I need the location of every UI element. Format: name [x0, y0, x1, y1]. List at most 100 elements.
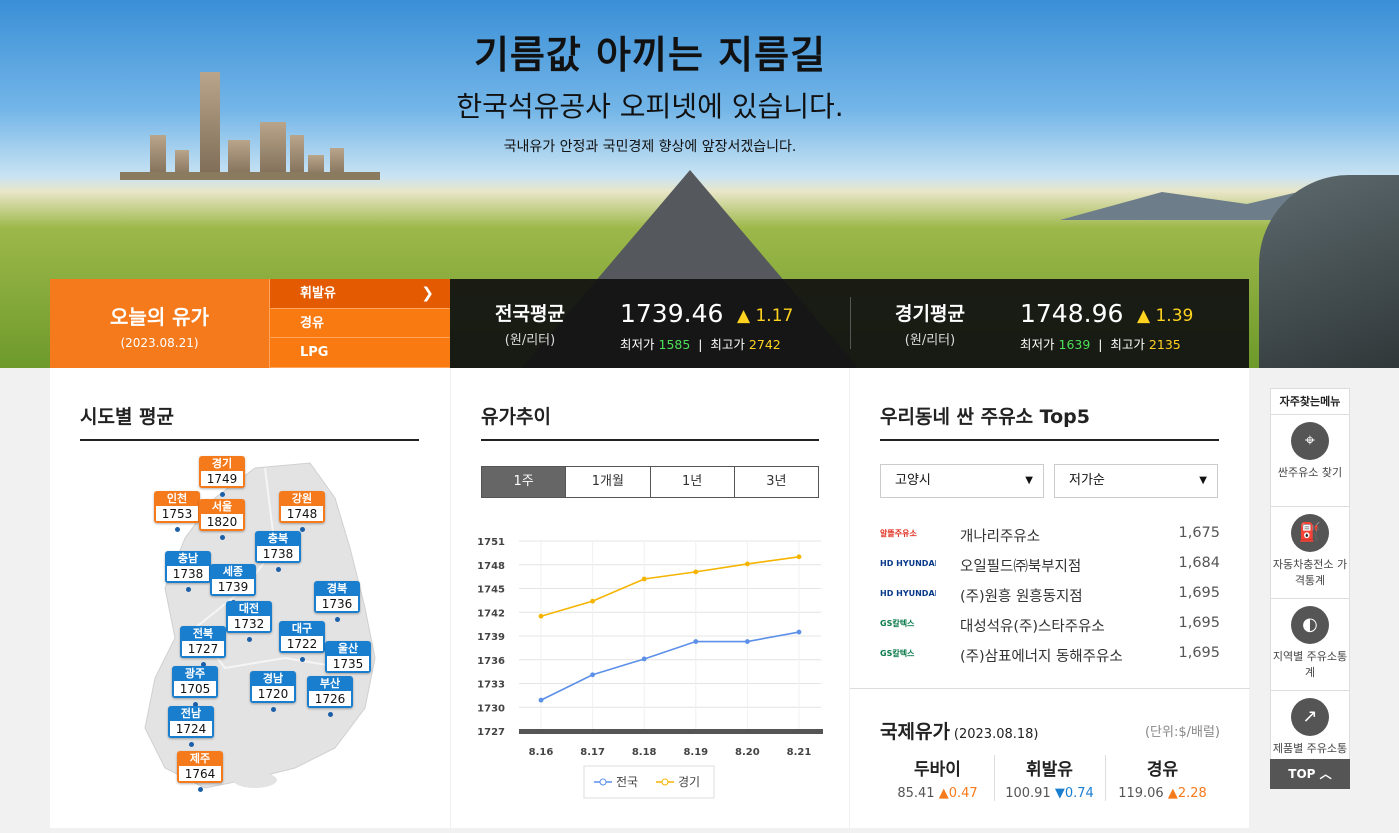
- region-marker[interactable]: 전북 1727: [180, 626, 226, 658]
- data-point: [538, 697, 544, 703]
- region-price: 1735: [325, 656, 371, 673]
- region-name: 제주: [177, 751, 223, 766]
- legend-label: 경기: [678, 775, 700, 789]
- fuel-type-menu: 휘발유 ❯ 경유 LPG: [269, 279, 450, 368]
- quick-menu-title: 자주찾는메뉴: [1271, 389, 1349, 415]
- region-name: 서울: [199, 499, 245, 514]
- region-marker[interactable]: 울산 1735: [325, 641, 371, 673]
- station-name: (주)삼표에너지 동해주유소: [960, 649, 1123, 665]
- y-tick-label: 1748: [477, 561, 505, 572]
- region-dot: [276, 567, 281, 572]
- region-marker[interactable]: 경남 1720: [250, 671, 296, 703]
- station-row[interactable]: HD HYUNDAI OILBANK 오일필드㈜북부지점 1,684: [880, 550, 1220, 580]
- station-row[interactable]: GS칼텍스 대성석유(주)스타주유소 1,695: [880, 610, 1220, 640]
- region-marker[interactable]: 제주 1764: [177, 751, 223, 783]
- gyeonggi-average: 경기평균 (원/리터) 1748.96 ▲ 1.39 최저가 1639 | 최고…: [870, 279, 1250, 368]
- region-marker[interactable]: 서울 1820: [199, 499, 245, 531]
- station-price: 1,675: [1178, 525, 1220, 541]
- region-marker[interactable]: 충북 1738: [255, 531, 301, 563]
- station-price: 1,695: [1178, 585, 1220, 601]
- quick-item-label: 싼주유소 찾기: [1277, 466, 1343, 479]
- x-tick-label: 8.18: [632, 747, 657, 758]
- panel-title: 시도별 평균: [80, 406, 175, 428]
- fuel-pump-icon: ⛽: [1291, 514, 1329, 552]
- tab-1year[interactable]: 1년: [651, 467, 735, 497]
- quick-item-regional-stats[interactable]: ◐ 지역별 주유소통계: [1271, 606, 1349, 691]
- intl-item-value: 85.41: [897, 786, 935, 801]
- region-marker[interactable]: 충남 1738: [165, 551, 211, 583]
- region-name: 대전: [226, 601, 272, 616]
- line-chart-icon: ↗: [1291, 698, 1329, 736]
- tab-3years[interactable]: 3년: [766, 474, 787, 489]
- fuel-tab-label: 경유: [300, 315, 324, 331]
- region-dot: [300, 527, 305, 532]
- fuel-tab-lpg[interactable]: LPG: [269, 338, 450, 368]
- today-price-bar: 오늘의 유가 (2023.08.21) 휘발유 ❯ 경유 LPG 전국평균 (원/…: [50, 279, 1249, 368]
- sort-select[interactable]: 저가순 ▼: [1054, 464, 1218, 498]
- intl-item-name: 두바이: [914, 760, 961, 780]
- city-select-value: 고양시: [895, 473, 931, 488]
- quick-item-cheap-station[interactable]: ⌖ 싼주유소 찾기: [1271, 422, 1349, 507]
- min-label: 최저가: [1020, 337, 1055, 352]
- national-change: ▲ 1.17: [737, 306, 794, 326]
- intl-date: (2023.08.18): [953, 727, 1039, 742]
- data-point: [590, 672, 595, 678]
- region-marker[interactable]: 광주 1705: [172, 666, 218, 698]
- sort-select-value: 저가순: [1069, 473, 1105, 488]
- region-name: 광주: [172, 666, 218, 681]
- divider: [994, 755, 995, 801]
- series-line: [540, 556, 800, 617]
- gyeonggi-value: 1748.96: [1020, 299, 1124, 328]
- region-marker[interactable]: 강원 1748: [279, 491, 325, 523]
- region-price: 1748: [279, 506, 325, 523]
- tab-1month[interactable]: 1개월: [566, 467, 651, 497]
- data-point: [590, 598, 595, 604]
- region-marker[interactable]: 부산 1726: [307, 676, 353, 708]
- top-button[interactable]: TOP ︿: [1270, 759, 1350, 789]
- region-dot: [300, 657, 305, 662]
- y-tick-label: 1742: [477, 608, 505, 619]
- region-marker[interactable]: 세종 1739: [210, 564, 256, 596]
- region-name: 충남: [165, 551, 211, 566]
- station-row[interactable]: 알뜰주유소 개나리주유소 1,675: [880, 520, 1220, 550]
- brand-logo: HD HYUNDAI OILBANK: [880, 559, 936, 568]
- fuel-tab-diesel[interactable]: 경유: [269, 308, 450, 339]
- data-point: [693, 569, 699, 575]
- region-marker[interactable]: 경북 1736: [314, 581, 360, 613]
- region-marker[interactable]: 경기 1749: [199, 456, 245, 488]
- region-marker[interactable]: 인천 1753: [154, 491, 200, 523]
- tab-1week[interactable]: 1주: [482, 467, 567, 497]
- station-row[interactable]: HD HYUNDAI OILBANK (주)원흥 원흥동지점 1,695: [880, 580, 1220, 610]
- quick-item-charging-station[interactable]: ⛽ 자동차충전소 가격통계: [1271, 514, 1349, 599]
- region-marker[interactable]: 대전 1732: [226, 601, 272, 633]
- region-marker[interactable]: 전남 1724: [168, 706, 214, 738]
- station-price: 1,684: [1178, 555, 1220, 571]
- max-label: 최고가: [710, 337, 745, 352]
- chevron-up-icon: ︿: [1319, 767, 1332, 781]
- region-price: 1720: [250, 686, 296, 703]
- region-name: 경북: [314, 581, 360, 596]
- panel-title: 유가추이: [481, 406, 551, 428]
- fuel-tab-gasoline[interactable]: 휘발유 ❯: [269, 279, 450, 309]
- brand-logo: GS칼텍스: [880, 649, 915, 658]
- city-select[interactable]: 고양시 ▼: [880, 464, 1044, 498]
- data-point: [641, 576, 647, 582]
- region-dot: [247, 637, 252, 642]
- region-dot: [335, 617, 340, 622]
- region-price: 1724: [168, 721, 214, 738]
- station-row[interactable]: GS칼텍스 (주)삼표에너지 동해주유소 1,695: [880, 640, 1220, 670]
- region-marker[interactable]: 대구 1722: [279, 621, 325, 653]
- national-average: 전국평균 (원/리터) 1739.46 ▲ 1.17 최저가 1585 | 최고…: [470, 279, 850, 368]
- today-date: (2023.08.21): [120, 336, 199, 350]
- region-price: 1820: [199, 514, 245, 531]
- quick-item-product-stats[interactable]: ↗제품별 주유소통계: [1271, 698, 1349, 783]
- y-tick-label: 1736: [477, 656, 505, 667]
- brand-logo: HD HYUNDAI OILBANK: [880, 589, 936, 598]
- region-price: 1738: [165, 566, 211, 583]
- region-name: 전남: [168, 706, 214, 721]
- national-label: 전국평균: [495, 303, 565, 325]
- intl-title: 국제유가 (2023.08.18): [880, 717, 1039, 744]
- y-tick-label: 1730: [477, 703, 505, 714]
- region-price: 1726: [307, 691, 353, 708]
- national-minmax: 최저가 1585 | 최고가 2742: [620, 337, 781, 352]
